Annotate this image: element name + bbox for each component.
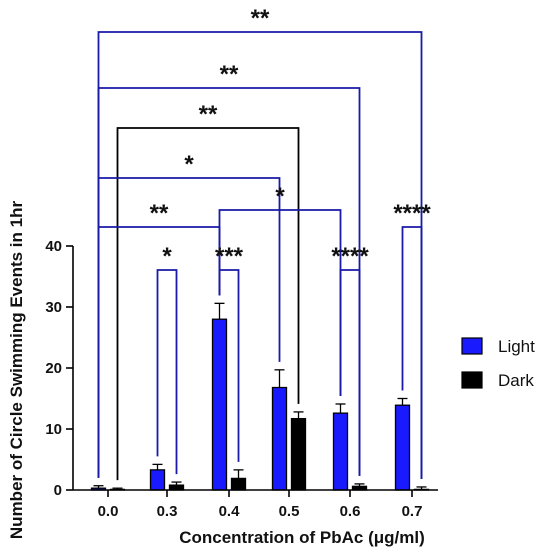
significance-label-3: * — [184, 151, 194, 178]
x-tick-label-0.5: 0.5 — [279, 503, 300, 520]
bar-light-0.6 — [332, 412, 349, 491]
significance-label-4: ** — [150, 200, 169, 227]
significance-label-2: ** — [199, 101, 218, 128]
y-tick-label-40: 40 — [45, 238, 62, 255]
legend-swatch-light — [461, 337, 483, 355]
significance-label-0: ** — [251, 5, 270, 32]
significance-bracket-9 — [401, 226, 423, 479]
legend: Light Dark — [461, 337, 535, 390]
axes: 0 10 20 30 40 0.0 0.3 0.4 0.5 0.6 0.7 — [45, 238, 438, 520]
y-tick-label-20: 20 — [45, 360, 62, 377]
significance-bracket-3 — [97, 177, 281, 478]
significance-label-1: ** — [220, 61, 239, 88]
y-tick-label-10: 10 — [45, 421, 62, 438]
x-tick-label-0.6: 0.6 — [340, 503, 361, 520]
bar-light-0.5 — [271, 386, 288, 491]
significance-bracket-7 — [218, 269, 240, 462]
y-tick-label-0: 0 — [54, 482, 62, 499]
significance-bracket-6 — [156, 269, 178, 475]
significance-brackets: *********** *** ******** — [97, 5, 431, 481]
y-axis-title: Number of Circle Swimming Events in 1hr — [7, 201, 26, 540]
significance-bracket-2 — [116, 127, 300, 481]
bar-light-0.3 — [149, 469, 166, 491]
significance-bracket-1 — [97, 87, 361, 478]
bar-dark-0.5 — [290, 417, 307, 491]
x-tick-label-0.4: 0.4 — [219, 503, 241, 520]
x-tick-label-0.0: 0.0 — [98, 503, 119, 520]
x-axis-title: Concentration of PbAc (μg/ml) — [179, 528, 425, 547]
legend-label-light: Light — [498, 337, 535, 356]
y-tick-label-30: 30 — [45, 299, 62, 316]
significance-bracket-8 — [339, 269, 361, 476]
bar-light-0.7 — [394, 404, 411, 491]
bars — [90, 302, 430, 491]
significance-label-7: *** — [215, 243, 244, 270]
significance-bracket-0 — [97, 31, 423, 479]
bar-dark-0.4 — [230, 477, 247, 491]
significance-label-6: * — [162, 243, 172, 270]
legend-label-dark: Dark — [498, 371, 534, 390]
legend-swatch-dark — [461, 371, 483, 389]
bar-light-0.4 — [211, 318, 228, 491]
significance-label-9: **** — [393, 200, 431, 227]
significance-label-5: * — [275, 183, 285, 210]
significance-label-8: **** — [331, 243, 369, 270]
x-tick-label-0.7: 0.7 — [402, 503, 423, 520]
x-tick-label-0.3: 0.3 — [157, 503, 178, 520]
